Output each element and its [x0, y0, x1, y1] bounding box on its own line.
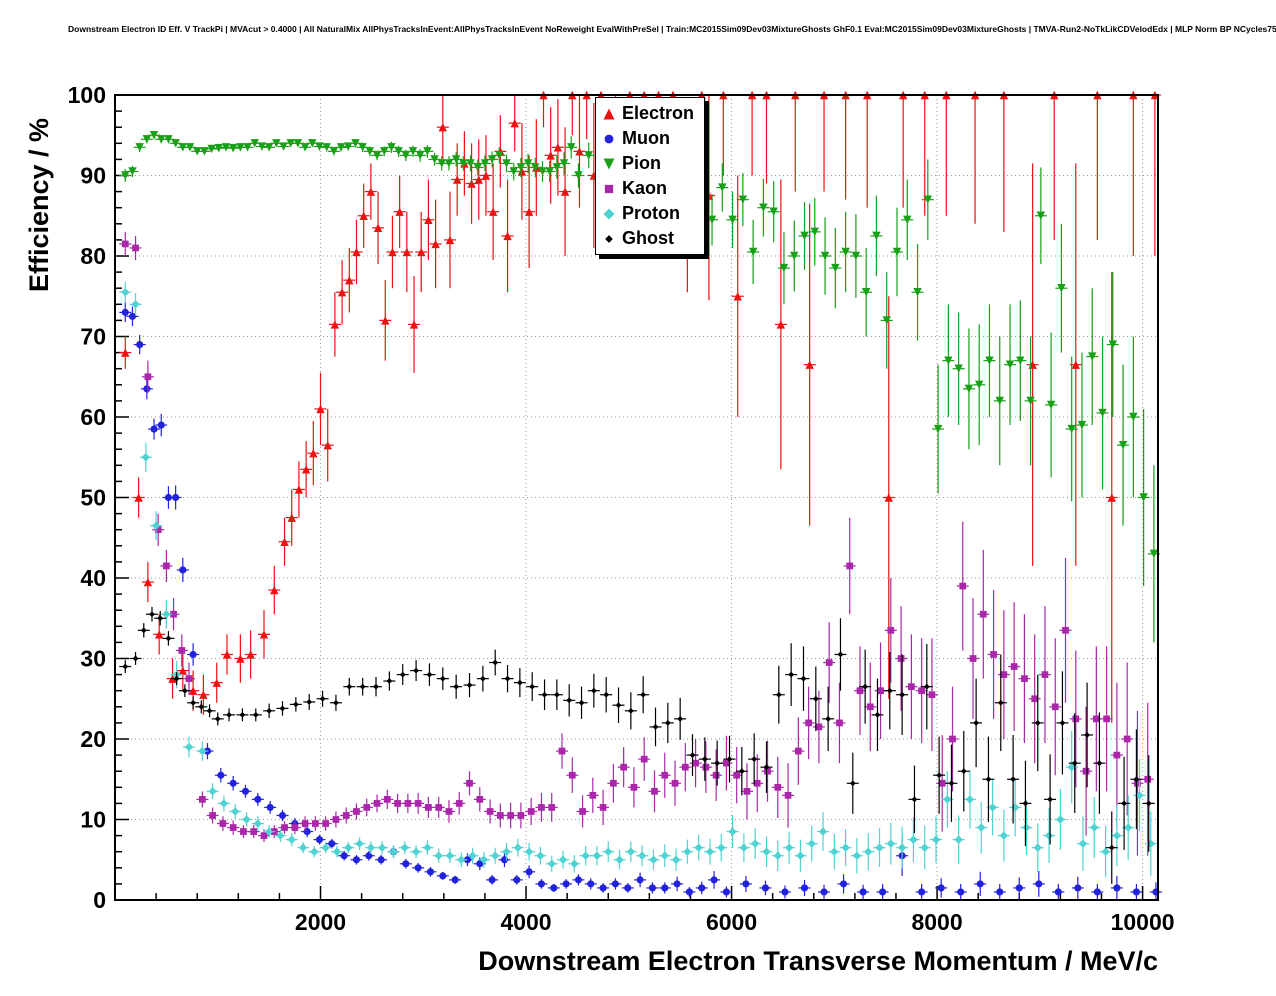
plot-header-title: Downstream Electron ID Eff. V TrackPi | … [68, 24, 1276, 34]
svg-text:10: 10 [80, 807, 106, 833]
svg-text:50: 50 [80, 485, 106, 511]
svg-text:0: 0 [93, 887, 106, 913]
legend-label: Ghost [622, 228, 674, 248]
series-kaon [119, 231, 1154, 856]
muon-circle-icon [600, 130, 618, 148]
series-proton [119, 281, 1157, 878]
x-axis-title: Downstream Electron Transverse Momentum … [478, 946, 1158, 976]
svg-text:70: 70 [80, 324, 106, 350]
kaon-square-icon [600, 180, 618, 198]
legend-label: Pion [622, 153, 661, 173]
ghost-dot-icon [600, 230, 618, 248]
svg-text:30: 30 [80, 646, 106, 672]
legend-entry-electron: Electron [600, 101, 694, 126]
series-pion [119, 131, 1160, 643]
svg-text:100: 100 [68, 82, 106, 108]
proton-diamond-icon [600, 205, 618, 223]
legend-entry-pion: Pion [600, 151, 694, 176]
svg-text:8000: 8000 [911, 909, 962, 935]
series-ghost [119, 606, 1155, 884]
svg-text:40: 40 [80, 565, 106, 591]
svg-text:4000: 4000 [500, 909, 551, 935]
legend-label: Electron [622, 103, 695, 123]
electron-triangle-icon [600, 105, 618, 123]
svg-text:10000: 10000 [1111, 909, 1175, 935]
legend-entry-ghost: Ghost [600, 226, 694, 251]
legend-label: Kaon [622, 178, 667, 198]
legend-entry-muon: Muon [600, 126, 694, 151]
svg-text:2000: 2000 [295, 909, 346, 935]
legend-label: Muon [622, 128, 670, 148]
svg-text:6000: 6000 [706, 909, 757, 935]
tick-labels: 0 10 20 30 40 50 60 70 80 90 100 2000 4000 6000 8000 10… [68, 82, 1175, 935]
legend: Electron Muon Pion Kaon Proton Ghost [595, 97, 706, 255]
series-muon [119, 302, 1162, 900]
y-axis-title: Efficiency / % [24, 117, 54, 292]
svg-text:90: 90 [80, 163, 106, 189]
svg-text:60: 60 [80, 404, 106, 430]
svg-text:80: 80 [80, 243, 106, 269]
legend-label: Proton [622, 203, 680, 223]
pion-triangle-down-icon [600, 155, 618, 173]
svg-text:20: 20 [80, 726, 106, 752]
legend-entry-kaon: Kaon [600, 176, 694, 201]
legend-entry-proton: Proton [600, 201, 694, 226]
